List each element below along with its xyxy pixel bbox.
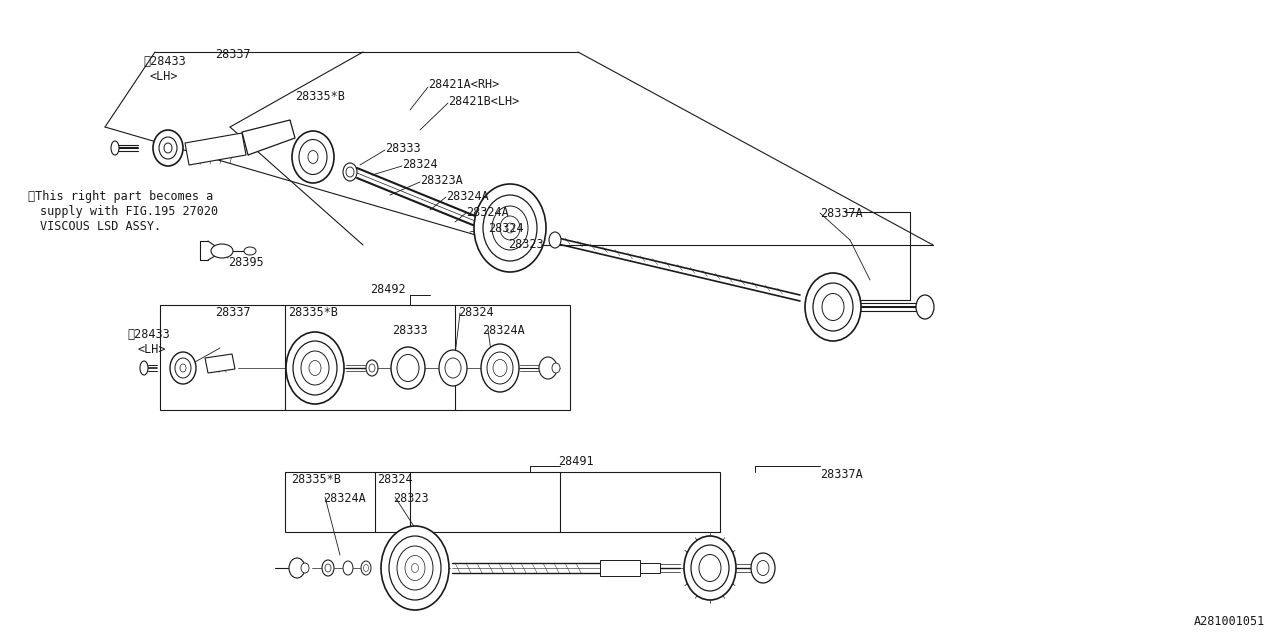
Text: 28324A: 28324A <box>323 492 366 505</box>
Ellipse shape <box>552 363 561 373</box>
Ellipse shape <box>285 332 344 404</box>
Ellipse shape <box>500 216 520 240</box>
Text: 28333: 28333 <box>385 142 421 155</box>
Ellipse shape <box>481 344 518 392</box>
Ellipse shape <box>549 232 561 248</box>
Ellipse shape <box>111 141 119 155</box>
Ellipse shape <box>381 526 449 610</box>
Text: ※28433: ※28433 <box>127 328 170 341</box>
Text: <LH>: <LH> <box>138 343 166 356</box>
Ellipse shape <box>211 244 233 258</box>
Polygon shape <box>205 354 236 373</box>
Ellipse shape <box>411 563 419 573</box>
Ellipse shape <box>805 273 861 341</box>
Ellipse shape <box>366 360 378 376</box>
Text: 28333: 28333 <box>392 324 428 337</box>
Bar <box>600 560 640 576</box>
Bar <box>640 563 660 573</box>
Ellipse shape <box>180 364 186 372</box>
Polygon shape <box>186 133 246 165</box>
Ellipse shape <box>492 206 529 250</box>
Ellipse shape <box>293 341 337 395</box>
Ellipse shape <box>483 195 538 261</box>
Ellipse shape <box>397 546 433 590</box>
Text: 28421B<LH>: 28421B<LH> <box>448 95 520 108</box>
Text: 28421A<RH>: 28421A<RH> <box>428 78 499 91</box>
Ellipse shape <box>699 554 721 582</box>
Ellipse shape <box>343 561 353 575</box>
Text: 28337: 28337 <box>215 48 251 61</box>
Text: 28491: 28491 <box>558 455 594 468</box>
Ellipse shape <box>159 137 177 159</box>
Ellipse shape <box>439 350 467 386</box>
Ellipse shape <box>445 358 461 378</box>
Ellipse shape <box>813 283 852 331</box>
Text: 28324: 28324 <box>378 473 412 486</box>
Text: 28323A: 28323A <box>420 174 463 187</box>
Text: 28335*B: 28335*B <box>291 473 340 486</box>
Ellipse shape <box>308 360 321 376</box>
Ellipse shape <box>164 143 172 153</box>
Ellipse shape <box>361 561 371 575</box>
Text: 28324: 28324 <box>488 222 524 235</box>
Ellipse shape <box>292 131 334 183</box>
Ellipse shape <box>323 560 334 576</box>
Text: 28324A: 28324A <box>483 324 525 337</box>
Ellipse shape <box>397 355 419 381</box>
Polygon shape <box>242 120 294 155</box>
Ellipse shape <box>486 352 513 384</box>
Ellipse shape <box>474 184 547 272</box>
Ellipse shape <box>493 360 507 376</box>
Ellipse shape <box>390 347 425 389</box>
Ellipse shape <box>140 361 148 375</box>
Text: 28324: 28324 <box>458 306 494 319</box>
Ellipse shape <box>301 563 308 573</box>
Text: 28335*B: 28335*B <box>288 306 338 319</box>
Bar <box>160 305 570 410</box>
Text: 28337A: 28337A <box>820 468 863 481</box>
Ellipse shape <box>154 130 183 166</box>
Ellipse shape <box>175 358 191 378</box>
Ellipse shape <box>539 357 557 379</box>
Ellipse shape <box>691 545 730 591</box>
Ellipse shape <box>506 223 515 233</box>
Ellipse shape <box>916 295 934 319</box>
Text: 28324A: 28324A <box>445 190 489 203</box>
Ellipse shape <box>325 564 332 572</box>
Text: 28337A: 28337A <box>820 207 863 220</box>
Text: 28335*B: 28335*B <box>294 90 344 103</box>
Ellipse shape <box>756 561 769 575</box>
Ellipse shape <box>244 247 256 255</box>
Ellipse shape <box>389 536 442 600</box>
Ellipse shape <box>300 140 326 175</box>
Text: <LH>: <LH> <box>150 70 178 83</box>
Ellipse shape <box>301 351 329 385</box>
Ellipse shape <box>404 556 425 580</box>
Ellipse shape <box>364 564 369 572</box>
Text: ※This right part becomes a: ※This right part becomes a <box>28 190 214 203</box>
Ellipse shape <box>751 553 774 583</box>
Bar <box>285 472 719 532</box>
Text: 28337: 28337 <box>215 306 251 319</box>
Ellipse shape <box>343 163 357 181</box>
Text: supply with FIG.195 27020: supply with FIG.195 27020 <box>40 205 218 218</box>
Text: 28395: 28395 <box>228 256 264 269</box>
Ellipse shape <box>346 167 355 177</box>
Text: 28323: 28323 <box>508 238 544 251</box>
Ellipse shape <box>684 536 736 600</box>
Text: A281001051: A281001051 <box>1194 615 1265 628</box>
Text: 28324: 28324 <box>402 158 438 171</box>
Text: 28492: 28492 <box>370 283 406 296</box>
Text: 28324A: 28324A <box>466 206 508 219</box>
Text: ※28433: ※28433 <box>143 55 186 68</box>
Ellipse shape <box>170 352 196 384</box>
Text: VISCOUS LSD ASSY.: VISCOUS LSD ASSY. <box>40 220 161 233</box>
Ellipse shape <box>289 558 305 578</box>
Ellipse shape <box>308 150 317 163</box>
Text: 28323: 28323 <box>393 492 429 505</box>
Ellipse shape <box>822 294 844 321</box>
Ellipse shape <box>369 364 375 372</box>
